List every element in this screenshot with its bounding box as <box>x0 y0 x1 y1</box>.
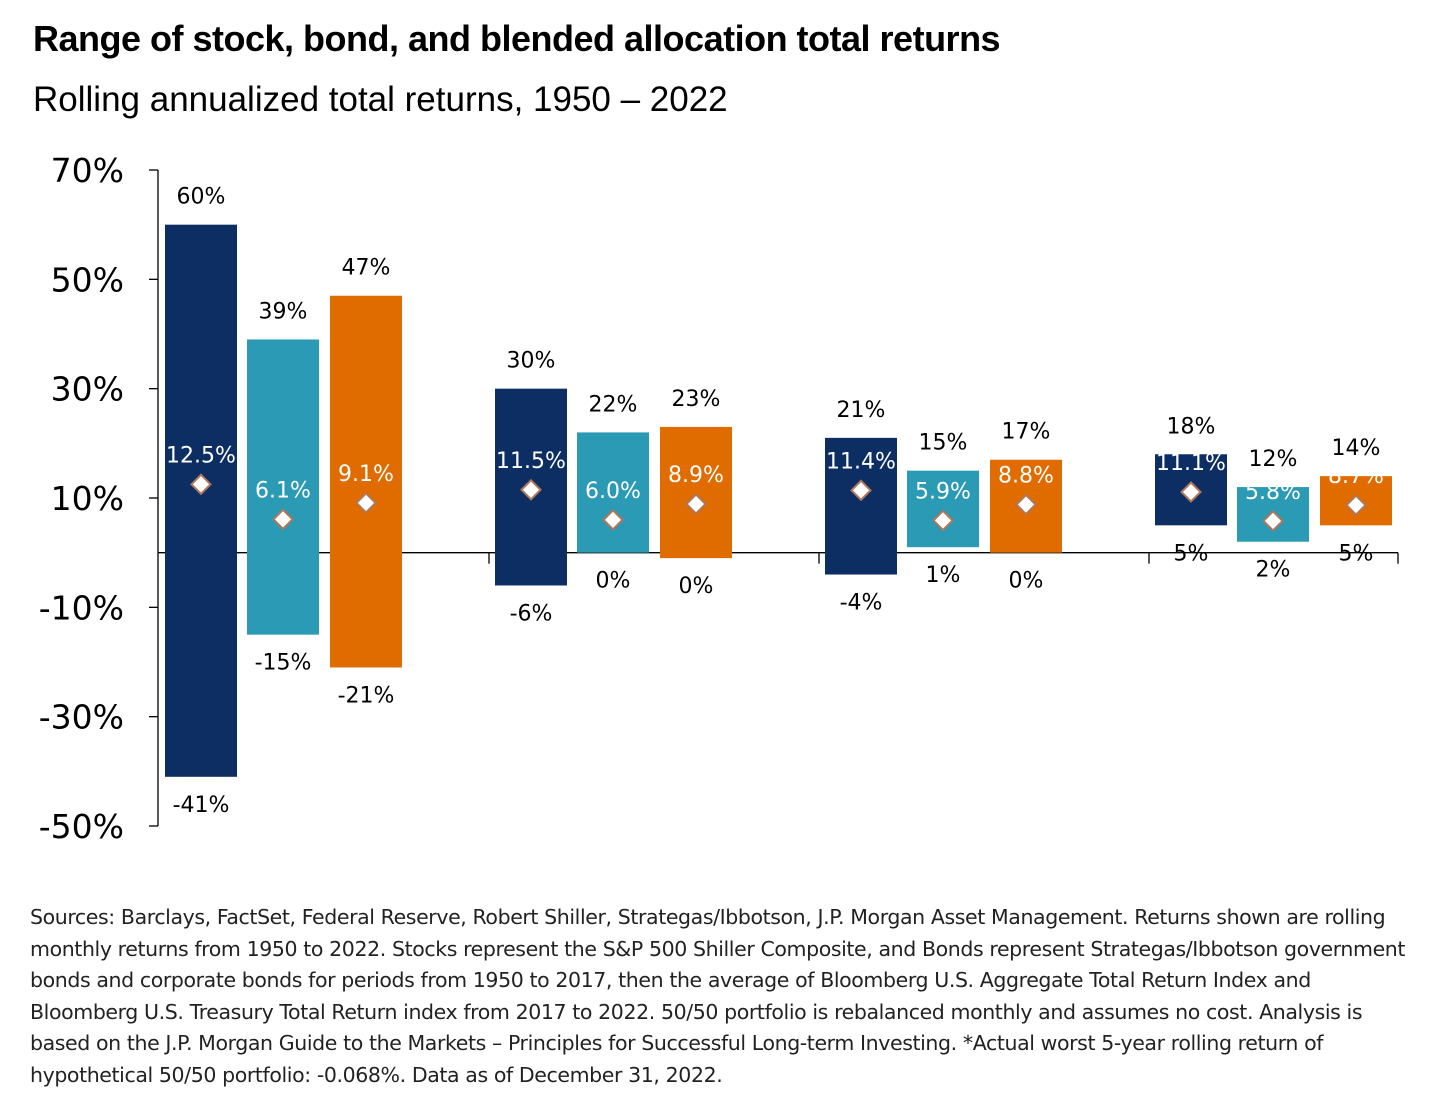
y-tick-label: 10% <box>51 479 124 518</box>
bonds-average-label: 6.0% <box>585 479 641 504</box>
y-tick-label: 30% <box>51 370 124 409</box>
y-tick-label: 70% <box>51 151 124 190</box>
bonds-average-label: 5.9% <box>915 479 971 504</box>
stocks-high-label: 30% <box>507 349 556 374</box>
blend-high-label: 17% <box>1002 420 1051 445</box>
average-marker <box>1345 494 1367 517</box>
y-tick-label: 50% <box>51 260 124 299</box>
blend-average-label: 8.9% <box>668 463 724 488</box>
blend-low-label: 0% <box>1009 569 1044 594</box>
y-tick-label: -50% <box>39 807 124 846</box>
blend-average-label: 8.7% <box>1328 464 1384 489</box>
stocks-high-label: 18% <box>1167 414 1216 439</box>
average-marker <box>190 473 212 496</box>
bonds-average-label: 6.1% <box>255 478 311 503</box>
bonds-range-bar <box>907 470 979 548</box>
average-marker <box>1015 493 1037 516</box>
blend-low-label: 0% <box>679 574 714 599</box>
y-tick-label: -10% <box>39 588 124 627</box>
stocks-high-label: 21% <box>837 398 886 423</box>
stocks-range-bar <box>825 437 897 575</box>
blend-range-bar <box>330 295 402 668</box>
stocks-low-label: -41% <box>173 793 230 818</box>
blend-range-bar <box>660 426 732 559</box>
stocks-low-label: -6% <box>510 601 553 626</box>
y-tick-label: -30% <box>39 698 124 737</box>
blend-average-label: 8.8% <box>998 464 1054 489</box>
axis-layer: 70% 50% 30% 10% -10% -30% -50% <box>39 151 1399 846</box>
stocks-high-label: 60% <box>177 185 226 210</box>
average-marker <box>520 478 542 501</box>
average-marker <box>602 508 624 531</box>
bonds-low-label: 2% <box>1256 558 1291 583</box>
stocks-range-bar <box>165 224 237 777</box>
bar-layer <box>165 224 1392 777</box>
blend-low-label: -21% <box>338 683 395 708</box>
average-marker <box>1180 481 1202 503</box>
bonds-high-label: 22% <box>589 392 638 417</box>
source-footnote: Sources: Barclays, FactSet, Federal Rese… <box>30 905 1406 1087</box>
chart-title: Range of stock, bond, and blended alloca… <box>33 18 1001 59</box>
stocks-average-label: 12.5% <box>166 443 236 468</box>
chart-subtitle: Rolling annualized total returns, 1950 –… <box>33 80 728 119</box>
bonds-low-label: 1% <box>926 563 961 588</box>
bonds-high-label: 39% <box>259 299 308 324</box>
blend-average-label: 9.1% <box>338 462 394 487</box>
blend-high-label: 23% <box>672 387 721 412</box>
blend-low-label: 5% <box>1339 541 1374 566</box>
bonds-average-label: 5.8% <box>1245 480 1301 505</box>
average-marker <box>355 492 377 514</box>
average-marker <box>850 479 872 502</box>
label-layer: 60% -41% 12.5% 39% -15% 6.1% 47% -21% 9.1% 30% -6%… <box>166 185 1384 818</box>
stocks-average-label: 11.5% <box>496 449 566 474</box>
range-bar-chart: 70% 50% 30% 10% -10% -30% -50% 60% -41% 12.5% 39%… <box>39 151 1399 846</box>
bonds-range-bar <box>577 432 649 553</box>
bonds-high-label: 12% <box>1249 447 1298 472</box>
bonds-low-label: 0% <box>596 569 631 594</box>
bonds-high-label: 15% <box>919 431 968 456</box>
average-marker <box>932 509 954 532</box>
average-marker <box>685 493 707 515</box>
stocks-low-label: -4% <box>840 591 883 616</box>
average-marker <box>1262 510 1284 532</box>
bonds-low-label: -15% <box>255 651 312 676</box>
stocks-average-label: 11.1% <box>1156 451 1226 476</box>
average-marker <box>272 508 294 531</box>
blend-high-label: 47% <box>342 256 391 281</box>
stocks-average-label: 11.4% <box>826 449 896 474</box>
blend-high-label: 14% <box>1332 436 1381 461</box>
stocks-low-label: 5% <box>1174 541 1209 566</box>
bonds-range-bar <box>247 339 319 635</box>
